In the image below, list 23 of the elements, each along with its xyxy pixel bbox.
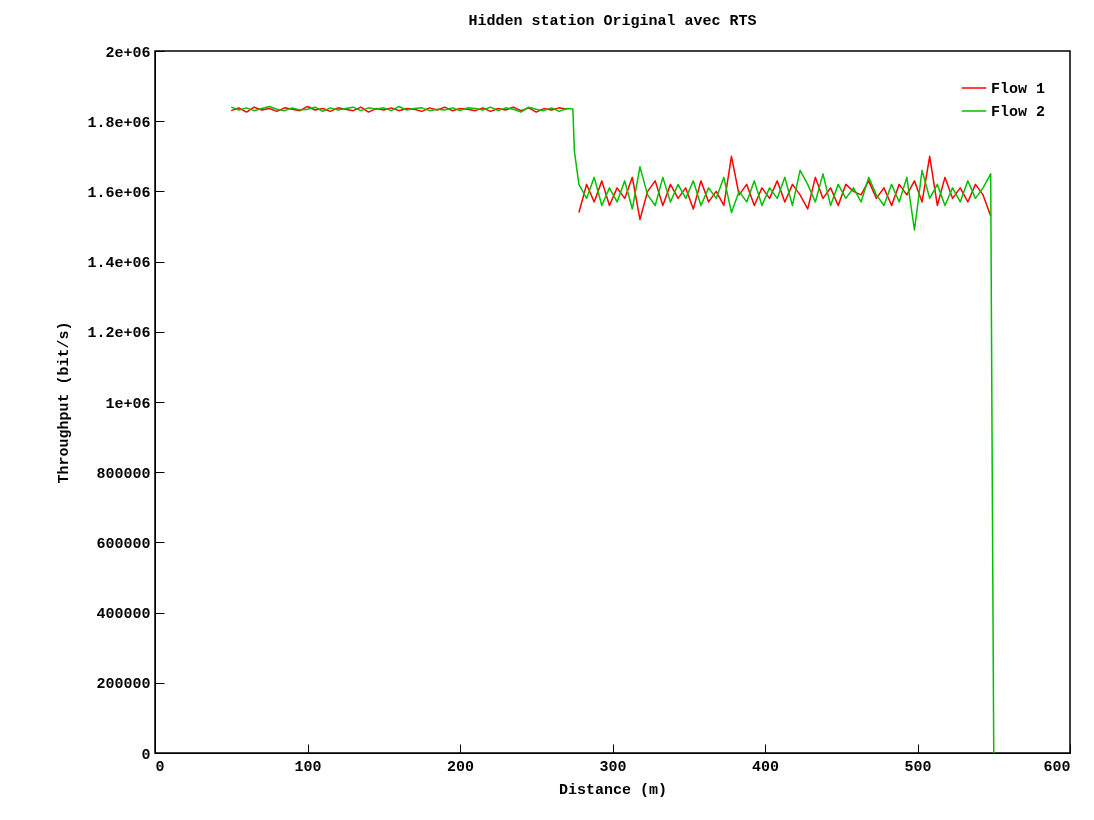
y-tick-label: 2e+06 bbox=[105, 44, 151, 62]
x-tick-label: 600 bbox=[1043, 758, 1071, 776]
y-axis-title: Throughput (bit/s) bbox=[56, 321, 74, 484]
y-tick-label: 1.2e+06 bbox=[87, 325, 151, 343]
x-axis-title: Distance (m) bbox=[558, 781, 668, 799]
y-tick-label: 200000 bbox=[96, 676, 151, 694]
x-tick-label: 400 bbox=[751, 758, 780, 776]
x-tick-label: 500 bbox=[904, 758, 932, 776]
y-tick-label: 0 bbox=[141, 746, 151, 764]
chart-title: Hidden station Original avec RTS bbox=[468, 13, 757, 30]
x-tick-label: 300 bbox=[599, 758, 627, 776]
x-tick-label: 200 bbox=[446, 758, 475, 776]
legend-label: Flow 2 bbox=[991, 104, 1046, 121]
x-tick-label: 100 bbox=[294, 758, 322, 776]
x-tick-label: 0 bbox=[155, 758, 165, 776]
y-tick-label: 600000 bbox=[96, 535, 151, 553]
y-tick-label: 800000 bbox=[96, 465, 151, 483]
y-tick-label: 1.6e+06 bbox=[87, 184, 151, 202]
y-tick-label: 1.4e+06 bbox=[87, 255, 151, 273]
y-tick-label: 400000 bbox=[96, 606, 151, 624]
y-tick-label: 1.8e+06 bbox=[87, 114, 151, 132]
y-tick-label: 1e+06 bbox=[105, 395, 151, 413]
legend-label: Flow 1 bbox=[991, 81, 1046, 98]
